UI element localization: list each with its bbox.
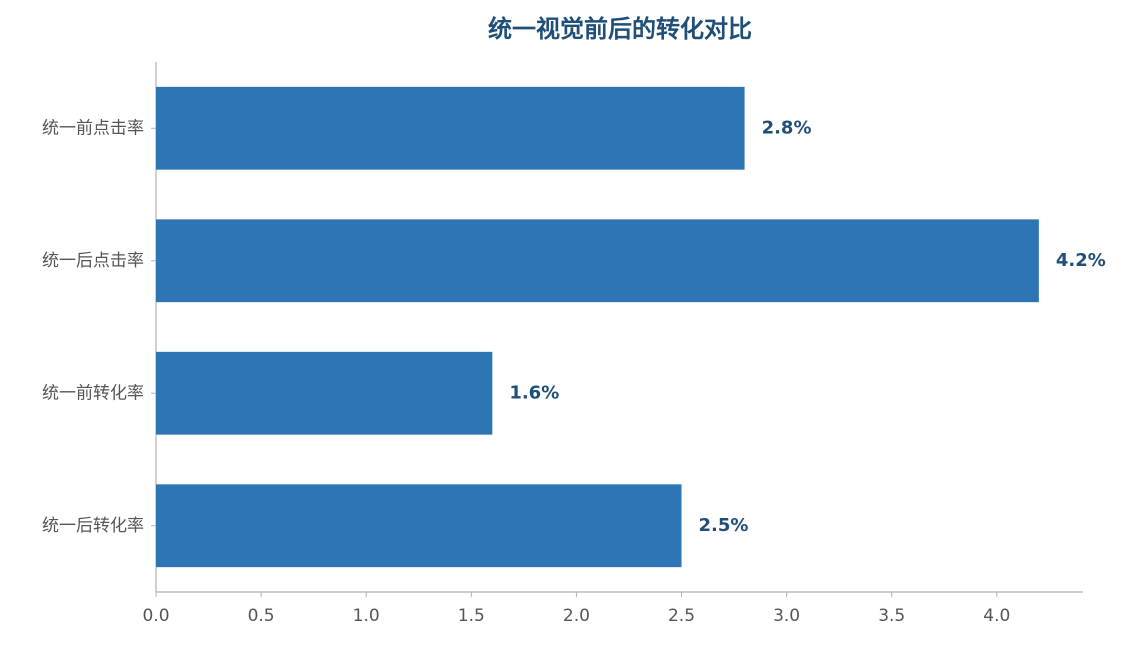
x-tick-label: 4.0 [983,606,1010,626]
x-tick-label: 2.5 [668,606,695,626]
value-label: 2.8% [762,117,812,138]
x-tick-label: 1.0 [353,606,380,626]
y-tick-label: 统一后转化率 [42,516,144,536]
bar [156,484,682,568]
x-tick-label: 0.0 [142,606,169,626]
bar [156,219,1039,303]
x-tick-label: 3.0 [773,606,800,626]
x-tick-label: 1.5 [458,606,485,626]
bar [156,86,745,170]
x-tick-label: 0.5 [248,606,275,626]
value-label: 4.2% [1056,250,1106,271]
y-tick-label: 统一前点击率 [42,118,144,138]
value-label: 2.5% [699,515,749,536]
y-tick-label: 统一后点击率 [42,251,144,271]
value-label: 1.6% [509,382,559,403]
x-tick-label: 2.0 [563,606,590,626]
chart-title: 统一视觉前后的转化对比 [488,15,752,43]
bar [156,351,493,435]
y-tick-label: 统一前转化率 [42,383,144,403]
x-tick-label: 3.5 [878,606,905,626]
